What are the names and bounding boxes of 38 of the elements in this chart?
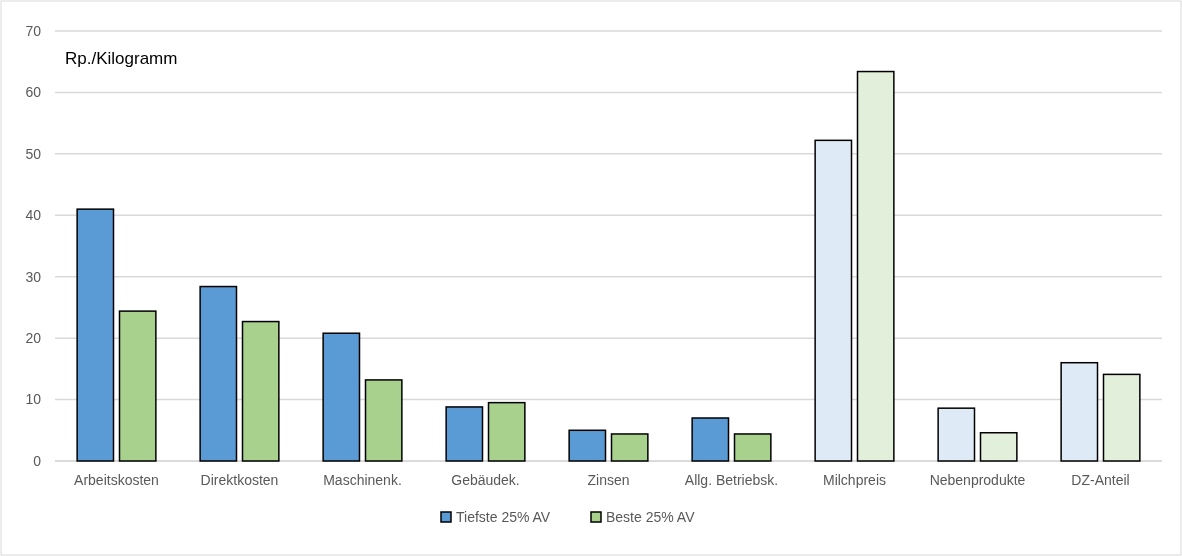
legend-label: Tiefste 25% AV — [456, 509, 551, 525]
y-axis-title: Rp./Kilogramm — [65, 49, 178, 68]
bar — [568, 429, 607, 462]
x-tick-label: Direktkosten — [200, 472, 279, 488]
bar — [1060, 361, 1099, 462]
y-tick-label: 30 — [25, 268, 42, 285]
bar — [856, 70, 895, 462]
y-tick-label: 0 — [33, 452, 42, 469]
bar — [979, 431, 1018, 462]
y-tick-label: 40 — [25, 207, 42, 224]
x-tick-label: Allg. Betriebsk. — [684, 472, 779, 488]
x-tick-label: Zinsen — [587, 472, 630, 488]
bar — [445, 406, 484, 462]
bar — [733, 433, 772, 462]
y-tick-label: 60 — [25, 84, 42, 101]
legend-label: Beste 25% AV — [606, 509, 696, 525]
bar — [691, 417, 730, 462]
bar — [814, 139, 853, 462]
y-tick-label: 70 — [25, 22, 42, 39]
bar — [118, 310, 157, 462]
bar — [364, 379, 403, 462]
bar — [1102, 373, 1141, 462]
bar — [241, 320, 280, 462]
bar — [937, 407, 976, 462]
y-tick-label: 20 — [25, 330, 42, 347]
x-tick-label: Arbeitskosten — [74, 472, 159, 488]
x-tick-label: Gebäudek. — [451, 472, 520, 488]
x-tick-label: DZ-Anteil — [1071, 472, 1130, 488]
bar — [76, 208, 115, 462]
x-tick-label: Maschinenk. — [323, 472, 402, 488]
bar — [322, 332, 361, 462]
x-tick-label: Nebenprodukte — [929, 472, 1026, 488]
y-tick-label: 10 — [25, 391, 42, 408]
x-tick-label: Milchpreis — [822, 472, 887, 488]
bar — [487, 401, 526, 462]
bar — [610, 433, 649, 462]
bar — [199, 285, 238, 462]
y-tick-label: 50 — [25, 145, 42, 162]
